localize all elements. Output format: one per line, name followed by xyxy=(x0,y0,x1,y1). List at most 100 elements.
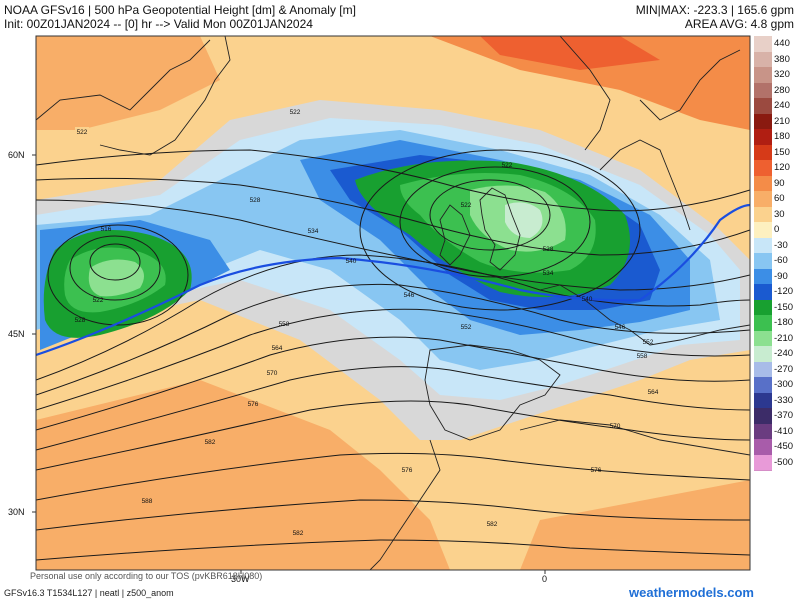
contour-label: 528 xyxy=(75,317,86,324)
legend-entry: -150 xyxy=(752,299,800,316)
legend-swatch xyxy=(754,67,772,84)
legend-entry: -270 xyxy=(752,361,800,378)
legend-entry: 60 xyxy=(752,191,800,208)
min-max-readout: MIN|MAX: -223.3 | 165.6 gpm xyxy=(635,3,794,17)
contour-label: 576 xyxy=(591,467,602,474)
contour-label: 540 xyxy=(346,258,357,265)
contour-label: 522 xyxy=(290,109,301,116)
negative-anomaly-210-west xyxy=(88,259,144,297)
warm-anomaly-africa xyxy=(520,480,750,570)
legend-label: -500 xyxy=(774,456,794,468)
contour-label: 552 xyxy=(461,324,472,331)
legend-label: 240 xyxy=(774,100,790,111)
contour-label: 582 xyxy=(487,521,498,528)
contour-label: 564 xyxy=(648,389,659,396)
legend-entry: 150 xyxy=(752,144,800,161)
tos-notice: Personal use only according to our TOS (… xyxy=(30,571,263,581)
coastlines xyxy=(36,36,750,570)
legend-entry: -60 xyxy=(752,253,800,270)
legend-swatch xyxy=(754,191,772,208)
legend-label: 150 xyxy=(774,146,790,158)
legend-label: -450 xyxy=(774,441,794,452)
contour-label: 534 xyxy=(543,270,554,277)
legend-swatch xyxy=(754,144,772,161)
color-legend: 440 380 320 280 240 210 180 150 120 90 60 30 0 -30 -60… xyxy=(752,36,800,471)
contour-label: 540 xyxy=(582,296,593,303)
legend-label: -330 xyxy=(774,394,794,406)
legend-swatch xyxy=(754,299,772,316)
legend-label: -180 xyxy=(774,317,794,328)
contour-label: 582 xyxy=(293,530,304,537)
contour-label: 546 xyxy=(615,324,626,331)
legend-entry: 440 xyxy=(752,36,800,53)
legend-label: 320 xyxy=(774,69,790,80)
legend-swatch xyxy=(754,423,772,440)
contour-label: 564 xyxy=(272,345,283,352)
legend-label: -150 xyxy=(774,301,794,313)
contour-label: 522 xyxy=(77,129,88,136)
legend-entry: 240 xyxy=(752,98,800,115)
legend-swatch xyxy=(754,392,772,409)
legend-label: -270 xyxy=(774,363,794,375)
legend-swatch xyxy=(754,129,772,146)
legend-label: 210 xyxy=(774,115,790,127)
contour-label: 588 xyxy=(142,498,153,505)
lat-label-45n: 45N xyxy=(8,329,25,339)
legend-swatch xyxy=(754,160,772,177)
contour-label: 582 xyxy=(205,439,216,446)
legend-swatch xyxy=(754,237,772,254)
axis-ticks xyxy=(32,154,546,574)
contour-label: 576 xyxy=(402,467,413,474)
legend-swatch xyxy=(754,330,772,347)
legend-entry: 120 xyxy=(752,160,800,177)
model-info: GFSv16.3 T1534L127 | neatl | z500_anom xyxy=(4,588,174,598)
lon-label-30w: 30W xyxy=(231,574,250,584)
legend-entry: 320 xyxy=(752,67,800,84)
warm-anomaly-greenland xyxy=(36,36,220,130)
contour-label: 522 xyxy=(502,162,513,169)
legend-label: 180 xyxy=(774,131,790,142)
legend-entry: -180 xyxy=(752,315,800,332)
legend-swatch xyxy=(754,284,772,301)
legend-swatch xyxy=(754,361,772,378)
legend-label: 90 xyxy=(774,177,785,189)
area-average-readout: AREA AVG: 4.8 gpm xyxy=(684,17,794,31)
540-contour xyxy=(36,203,750,357)
contour-label: 522 xyxy=(93,297,104,304)
legend-label: -30 xyxy=(774,239,788,251)
brand-link[interactable]: weathermodels.com xyxy=(629,585,754,600)
legend-entry: 90 xyxy=(752,175,800,192)
legend-swatch xyxy=(754,222,772,239)
legend-label: 120 xyxy=(774,162,790,173)
contour-label: 528 xyxy=(543,246,554,253)
legend-swatch xyxy=(754,454,772,471)
legend-label: 30 xyxy=(774,208,785,220)
legend-label: 0 xyxy=(774,224,780,235)
contour-label: 552 xyxy=(643,339,654,346)
lon-label-0: 0 xyxy=(542,574,547,584)
contour-label: 558 xyxy=(279,321,290,328)
contour-label: 570 xyxy=(610,423,621,430)
legend-swatch xyxy=(754,377,772,394)
contour-label: 546 xyxy=(404,292,415,299)
legend-swatch xyxy=(754,113,772,130)
legend-entry: -500 xyxy=(752,454,800,471)
legend-entry: 210 xyxy=(752,113,800,130)
legend-swatch xyxy=(754,36,772,53)
legend-entry: -450 xyxy=(752,439,800,456)
contour-labels: 522 522 522 516 522 528 528 534 540 546 … xyxy=(75,107,659,537)
legend-entry: 0 xyxy=(752,222,800,239)
map-frame xyxy=(35,35,751,571)
legend-label: -120 xyxy=(774,286,794,297)
legend-label: -240 xyxy=(774,348,794,359)
legend-entry: 180 xyxy=(752,129,800,146)
legend-swatch xyxy=(754,268,772,285)
height-contours xyxy=(36,149,750,561)
legend-swatch xyxy=(754,51,772,68)
lat-label-60n: 60N xyxy=(8,150,25,160)
contour-label: 516 xyxy=(101,226,112,233)
legend-label: 440 xyxy=(774,38,790,49)
warm-anomaly-north xyxy=(430,36,750,130)
legend-entry: 380 xyxy=(752,51,800,68)
contour-label: 558 xyxy=(637,353,648,360)
